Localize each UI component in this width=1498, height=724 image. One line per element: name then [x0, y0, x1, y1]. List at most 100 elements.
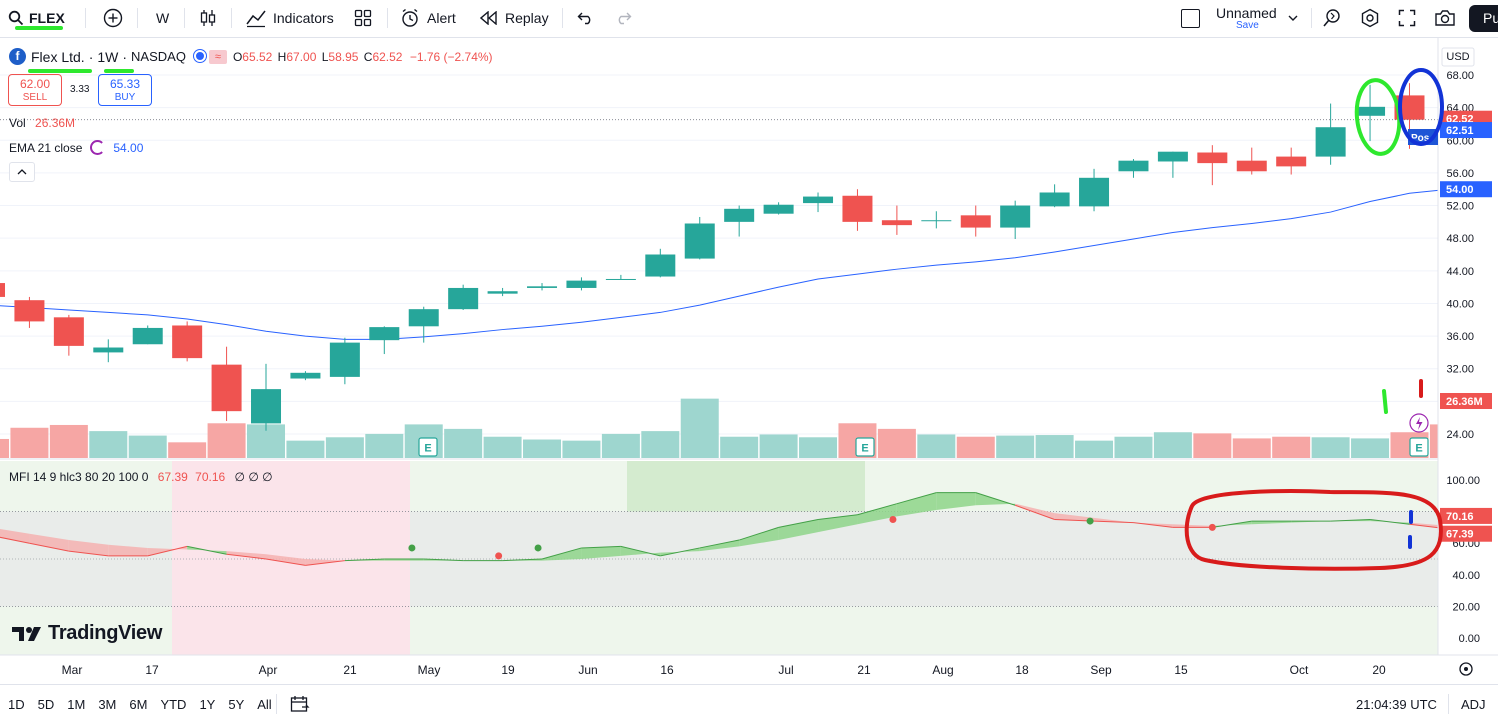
clock-timezone[interactable]: 21:04:39 UTC	[1356, 696, 1437, 712]
chart-canvas[interactable]: E E E68.0064.0060.0056.0052.0048.0044.0040…	[0, 38, 1498, 684]
chart-type-button[interactable]	[198, 0, 218, 36]
mfi-label[interactable]: MFI 14 9 hlc3 80 20 100 0	[9, 470, 149, 484]
candle-body[interactable]	[487, 291, 518, 294]
undo-button[interactable]	[577, 0, 595, 36]
mfi-line-segment	[699, 539, 740, 549]
range-button-1m[interactable]: 1M	[67, 696, 86, 712]
candle-body[interactable]	[1157, 151, 1188, 162]
collapse-legend-button[interactable]	[9, 162, 35, 182]
candle-body[interactable]	[960, 215, 991, 228]
candle-body[interactable]	[881, 220, 912, 226]
symbol-name: FLEX	[29, 10, 65, 26]
candle-body[interactable]	[251, 389, 282, 424]
candle-body[interactable]	[921, 220, 952, 222]
candle-body[interactable]	[1000, 205, 1031, 228]
candle-body[interactable]	[1276, 156, 1307, 167]
price-axis-tick: 24.00	[1446, 429, 1474, 441]
redo-button[interactable]	[614, 0, 632, 36]
layout-toggle-checkbox[interactable]	[1181, 0, 1200, 36]
mfi-fill-segment	[896, 492, 937, 517]
range-button-3m[interactable]: 3M	[98, 696, 117, 712]
chart-area[interactable]: E E E 68.00 64.00 60.00 56.00 52.00 48.00 44.00 40…	[0, 38, 1498, 684]
candle-body[interactable]	[527, 286, 558, 288]
replay-button[interactable]: Replay	[480, 0, 549, 36]
mfi-fill-segment	[266, 554, 306, 566]
range-button-5y[interactable]: 5Y	[228, 696, 245, 712]
volume-bar	[1351, 438, 1390, 458]
snapshot-button[interactable]	[1434, 0, 1456, 36]
candle-body[interactable]	[724, 208, 755, 222]
candle-body[interactable]	[1355, 106, 1386, 116]
mfi-value-label[interactable]: 67.39	[1446, 529, 1474, 541]
candle-body[interactable]	[172, 325, 203, 359]
candle-body[interactable]	[14, 300, 45, 322]
candle-body[interactable]	[566, 280, 597, 288]
ema21-line[interactable]	[0, 188, 1449, 340]
position-price-label[interactable]: 62.51	[1446, 125, 1474, 137]
sell-button[interactable]: 62.00 SELL	[8, 74, 62, 106]
candle-body[interactable]	[1197, 152, 1228, 164]
range-button-5d[interactable]: 5D	[37, 696, 55, 712]
earnings-marker-icon[interactable]	[855, 437, 875, 457]
layout-menu-button[interactable]	[1287, 0, 1299, 36]
range-button-1d[interactable]: 1D	[8, 696, 25, 712]
layout-name[interactable]: Unnamed	[1216, 5, 1277, 21]
candle-body[interactable]	[605, 278, 636, 280]
ema-price-label[interactable]: 54.00	[1446, 184, 1474, 196]
volume-bar	[601, 433, 640, 458]
candle-body[interactable]	[645, 254, 676, 277]
candle-body[interactable]	[1236, 160, 1267, 172]
goto-date-button[interactable]	[290, 685, 310, 723]
legend-symbol-name[interactable]: Flex Ltd.	[31, 48, 85, 65]
interval-button[interactable]: W	[156, 10, 170, 26]
earnings-marker-icon[interactable]	[1409, 437, 1429, 457]
templates-button[interactable]	[354, 0, 372, 36]
candle-body[interactable]	[684, 223, 715, 259]
range-button-all[interactable]: All	[257, 696, 272, 712]
candle-body[interactable]	[0, 283, 5, 297]
candle-body[interactable]	[93, 347, 124, 353]
candle-body[interactable]	[763, 204, 794, 214]
adjust-button[interactable]: ADJ	[1461, 696, 1486, 712]
candle-body[interactable]	[448, 287, 479, 310]
mfi-signal-label[interactable]: 70.16	[1446, 511, 1474, 523]
fullscreen-button[interactable]	[1398, 0, 1416, 36]
wave-icon[interactable]: ≈	[208, 49, 227, 64]
legend-toggle-icons[interactable]: ≈	[193, 49, 227, 64]
candle-body[interactable]	[803, 196, 834, 204]
candle-body[interactable]	[290, 372, 321, 379]
compare-symbol-button[interactable]	[103, 0, 123, 36]
candle-body[interactable]	[1079, 177, 1110, 207]
indicators-button[interactable]: Indicators	[245, 0, 334, 36]
candle-body[interactable]	[132, 327, 163, 345]
candle-body[interactable]	[53, 317, 84, 346]
publish-button[interactable]: Pu	[1469, 5, 1498, 32]
candle-body[interactable]	[1118, 160, 1149, 172]
buy-button[interactable]: 65.33 BUY	[98, 74, 152, 106]
chart-settings-gear-icon[interactable]	[1459, 662, 1473, 676]
earnings-marker-icon[interactable]	[418, 437, 438, 457]
layout-save-label[interactable]: Save	[1236, 20, 1259, 31]
volume-label[interactable]: 26.36M	[1446, 396, 1483, 408]
candle-body[interactable]	[329, 342, 360, 377]
range-button-ytd[interactable]: YTD	[160, 696, 187, 712]
candle-body[interactable]	[842, 195, 873, 222]
eye-icon[interactable]	[193, 49, 206, 62]
candle-body[interactable]	[1315, 127, 1346, 157]
currency-box[interactable]	[1441, 47, 1475, 67]
symbol-search-button[interactable]: FLEX	[8, 0, 65, 36]
range-button-1y[interactable]: 1Y	[199, 696, 216, 712]
alert-button[interactable]: Alert	[400, 0, 456, 36]
candle-body[interactable]	[369, 327, 400, 341]
mfi-line-segment	[344, 558, 385, 562]
currency-label[interactable]: USD	[1446, 51, 1470, 63]
candle-body[interactable]	[211, 364, 242, 412]
tradingview-watermark[interactable]: TradingView	[12, 622, 162, 645]
candle-body[interactable]	[1039, 192, 1070, 207]
quick-search-button[interactable]	[1322, 0, 1342, 36]
ema-label[interactable]: EMA 21 close	[9, 140, 83, 155]
range-button-6m[interactable]: 6M	[129, 696, 148, 712]
settings-button[interactable]	[1360, 0, 1380, 36]
refresh-icon[interactable]	[90, 140, 106, 155]
candle-body[interactable]	[408, 309, 439, 327]
